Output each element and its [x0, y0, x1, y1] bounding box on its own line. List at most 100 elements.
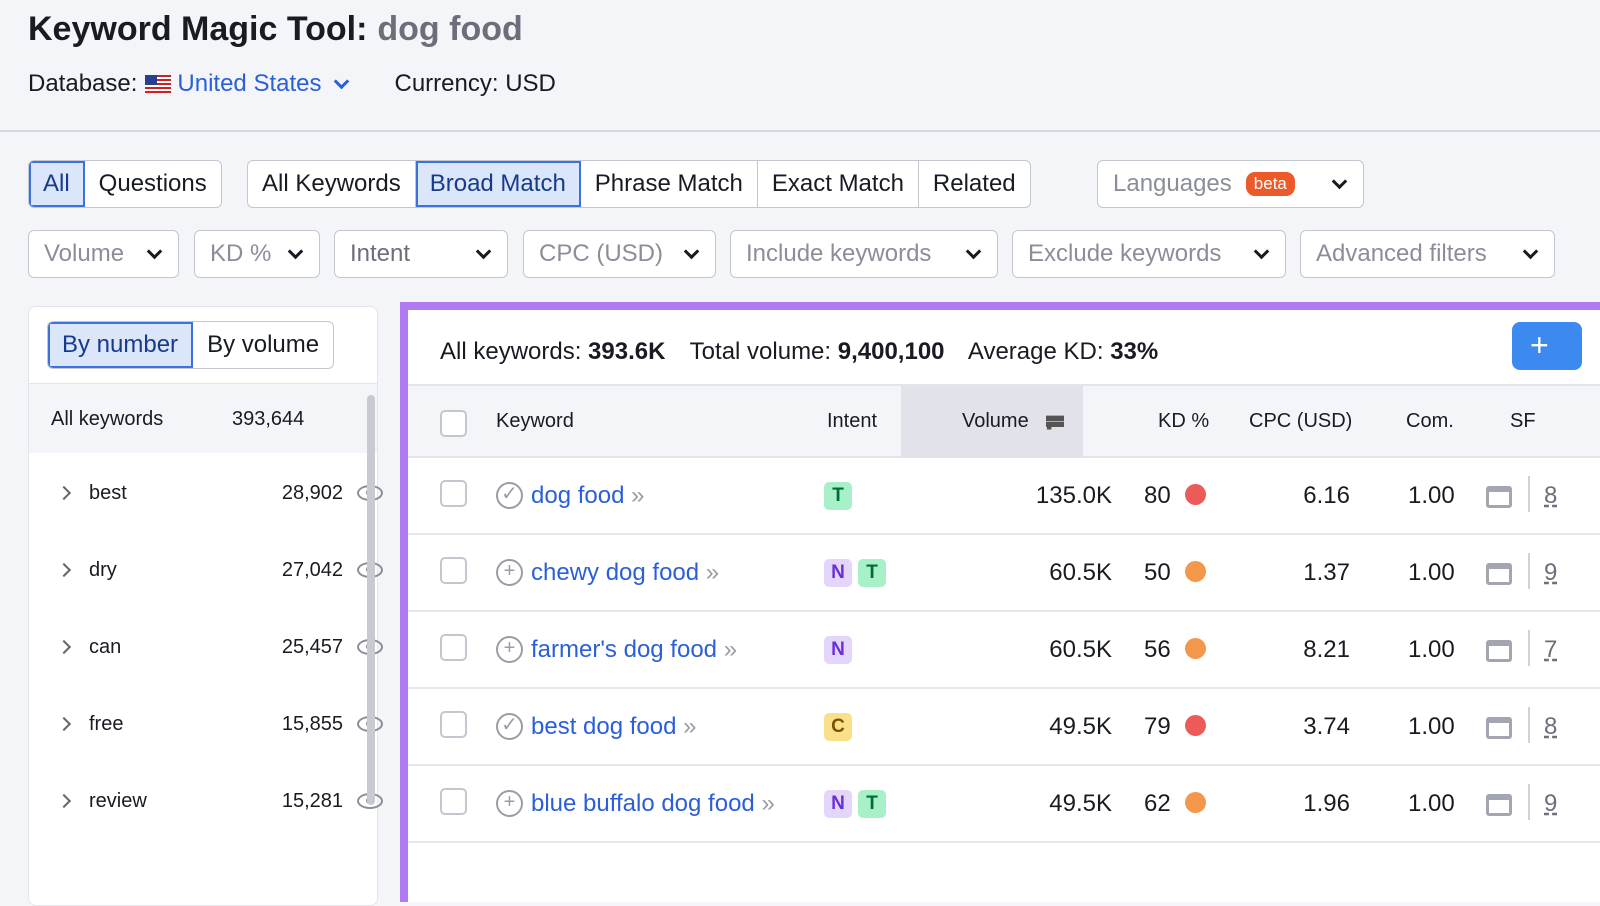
tab-exact-match[interactable]: Exact Match [758, 161, 919, 207]
chevron-down-icon[interactable] [333, 73, 349, 89]
keyword-group[interactable]: dry 27,042 [29, 550, 383, 590]
serp-icon[interactable] [1486, 486, 1512, 508]
keyword-group[interactable]: best 28,902 [29, 473, 383, 513]
sf-count[interactable]: 9 [1544, 790, 1558, 817]
chevron-down-icon [965, 243, 982, 259]
currency: Currency: USD [394, 70, 556, 97]
row-checkbox[interactable] [440, 634, 467, 661]
row-checkbox[interactable] [440, 557, 467, 584]
keyword-group[interactable]: free 15,855 [29, 704, 383, 744]
divider [1528, 476, 1530, 512]
intent-cell: N [824, 634, 858, 664]
sf-count[interactable]: 7 [1544, 636, 1558, 663]
row-checkbox[interactable] [440, 788, 467, 815]
chevron-down-icon [1522, 243, 1539, 259]
filter-kd[interactable]: KD % [194, 230, 320, 278]
row-checkbox[interactable] [440, 480, 467, 507]
col-sf[interactable]: SF [1510, 410, 1536, 432]
filter-advanced[interactable]: Advanced filters [1300, 230, 1555, 278]
double-chevron-icon[interactable]: » [705, 559, 720, 586]
plus-circle-icon[interactable]: + [496, 790, 523, 817]
kd-dot [1184, 484, 1206, 505]
plus-circle-icon[interactable]: + [496, 559, 523, 586]
filter-volume[interactable]: Volume [28, 230, 179, 278]
keyword-link[interactable]: blue buffalo dog food » [531, 790, 775, 817]
kd-cell: 79 [1144, 713, 1206, 741]
keyword-groups-sidebar: By number By volume All keywords 393,644… [28, 306, 383, 906]
languages-dropdown[interactable]: Languages beta [1097, 160, 1364, 208]
chevron-right-icon[interactable] [56, 716, 72, 732]
group-sort-toggle: By number By volume [47, 321, 335, 369]
sf-count[interactable]: 8 [1544, 482, 1558, 509]
col-intent[interactable]: Intent [827, 410, 878, 432]
kd-dot [1184, 715, 1206, 736]
check-circle-icon[interactable]: ✓ [496, 713, 523, 740]
col-volume[interactable]: Volume [962, 410, 1029, 432]
intent-badge: T [858, 559, 886, 587]
tab-all-keywords[interactable]: All Keywords [248, 161, 416, 207]
tab-questions[interactable]: Questions [98, 170, 207, 197]
keyword-link[interactable]: farmer's dog food » [531, 636, 738, 663]
tab-broad-match[interactable]: Broad Match [415, 161, 581, 207]
select-all-checkbox[interactable] [440, 410, 467, 437]
divider [1528, 630, 1530, 666]
by-number-button[interactable]: By number [48, 322, 194, 368]
sf-count[interactable]: 8 [1544, 713, 1558, 740]
chevron-down-icon [683, 243, 700, 259]
keyword-link[interactable]: chewy dog food » [531, 559, 720, 586]
sidebar-scrollbar[interactable] [367, 395, 375, 805]
filter-intent[interactable]: Intent [334, 230, 508, 278]
serp-icon[interactable] [1486, 640, 1512, 662]
cpc-cell: 3.74 [1303, 713, 1350, 740]
keyword-link[interactable]: best dog food » [531, 713, 697, 740]
by-volume-button[interactable]: By volume [207, 331, 320, 358]
com-cell: 1.00 [1408, 482, 1455, 509]
double-chevron-icon[interactable]: » [683, 713, 697, 740]
chevron-right-icon[interactable] [56, 793, 72, 809]
keyword-group[interactable]: review 15,281 [29, 781, 383, 821]
col-cpc[interactable]: CPC (USD) [1249, 410, 1353, 432]
keyword-link[interactable]: dog food » [531, 482, 645, 509]
divider [1528, 784, 1530, 820]
intent-badge: T [858, 790, 886, 818]
kd-dot [1184, 561, 1206, 582]
chevron-right-icon[interactable] [56, 485, 72, 501]
row-checkbox[interactable] [440, 711, 467, 738]
serp-icon[interactable] [1486, 794, 1512, 816]
col-keyword[interactable]: Keyword [496, 410, 574, 432]
filter-exclude-keywords[interactable]: Exclude keywords [1012, 230, 1286, 278]
divider [0, 130, 1600, 132]
plus-circle-icon[interactable]: + [496, 636, 523, 663]
intent-badge: C [824, 713, 852, 741]
serp-icon[interactable] [1486, 717, 1512, 739]
filter-include-keywords[interactable]: Include keywords [730, 230, 998, 278]
volume-cell: 60.5K [1049, 636, 1112, 663]
tab-phrase-match[interactable]: Phrase Match [581, 161, 758, 207]
volume-cell: 135.0K [1035, 482, 1112, 509]
chevron-right-icon[interactable] [56, 639, 72, 655]
com-cell: 1.00 [1408, 713, 1455, 740]
add-to-list-button[interactable]: + [1512, 322, 1582, 370]
com-cell: 1.00 [1408, 790, 1455, 817]
col-com[interactable]: Com. [1406, 410, 1454, 432]
chevron-right-icon[interactable] [56, 562, 72, 578]
tab-related[interactable]: Related [932, 170, 1016, 197]
double-chevron-icon[interactable]: » [761, 790, 775, 817]
col-kd[interactable]: KD % [1158, 410, 1210, 432]
volume-cell: 49.5K [1049, 790, 1112, 817]
sf-count[interactable]: 9 [1544, 559, 1558, 586]
check-circle-icon[interactable]: ✓ [496, 482, 523, 509]
tab-all[interactable]: All [29, 161, 85, 207]
all-keywords-row[interactable]: All keywords 393,644 [29, 383, 377, 453]
cpc-cell: 8.21 [1303, 636, 1350, 663]
filter-cpc[interactable]: CPC (USD) [523, 230, 716, 278]
double-chevron-icon[interactable]: » [631, 482, 645, 509]
database-select[interactable]: United States [177, 70, 322, 97]
serp-icon[interactable] [1486, 563, 1512, 585]
cpc-cell: 6.16 [1303, 482, 1350, 509]
double-chevron-icon[interactable]: » [723, 636, 738, 663]
chevron-down-icon [1253, 243, 1270, 259]
keyword-group[interactable]: can 25,457 [29, 627, 383, 667]
kd-cell: 50 [1144, 559, 1206, 587]
